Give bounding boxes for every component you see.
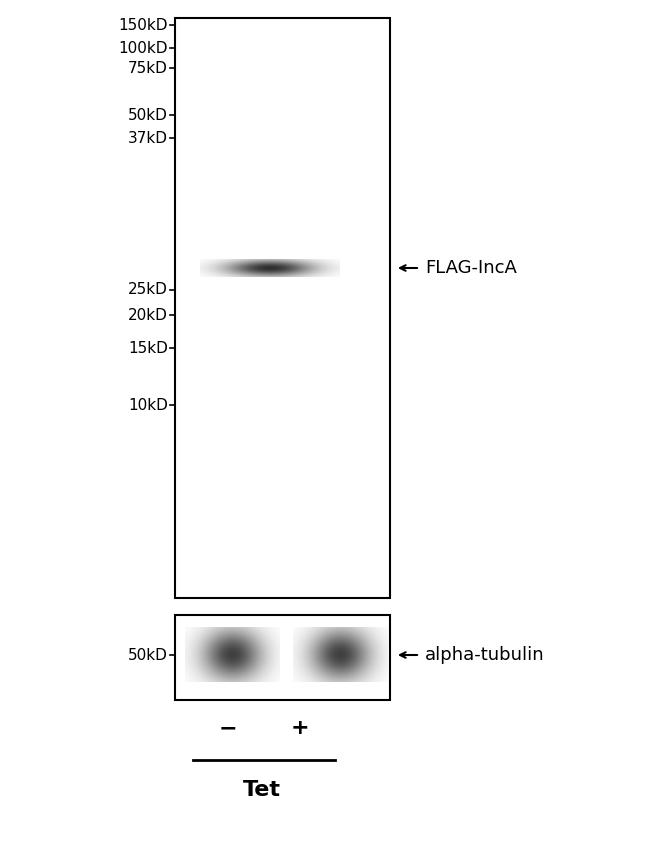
Text: 20kD: 20kD [128,308,168,322]
Text: 25kD: 25kD [128,282,168,297]
Text: Tet: Tet [243,780,281,800]
Text: 15kD: 15kD [128,341,168,355]
Text: 10kD: 10kD [128,398,168,412]
Text: 50kD: 50kD [128,648,168,662]
Text: 75kD: 75kD [128,60,168,76]
Text: +: + [291,718,309,738]
Text: FLAG-IncA: FLAG-IncA [425,259,517,277]
Text: 150kD: 150kD [118,18,168,32]
Text: −: − [218,718,237,738]
Text: alpha-tubulin: alpha-tubulin [425,646,545,664]
Bar [175,615,390,700]
Text: 100kD: 100kD [118,41,168,55]
Text: 50kD: 50kD [128,107,168,122]
Text: 37kD: 37kD [128,131,168,145]
Bar [175,18,390,598]
